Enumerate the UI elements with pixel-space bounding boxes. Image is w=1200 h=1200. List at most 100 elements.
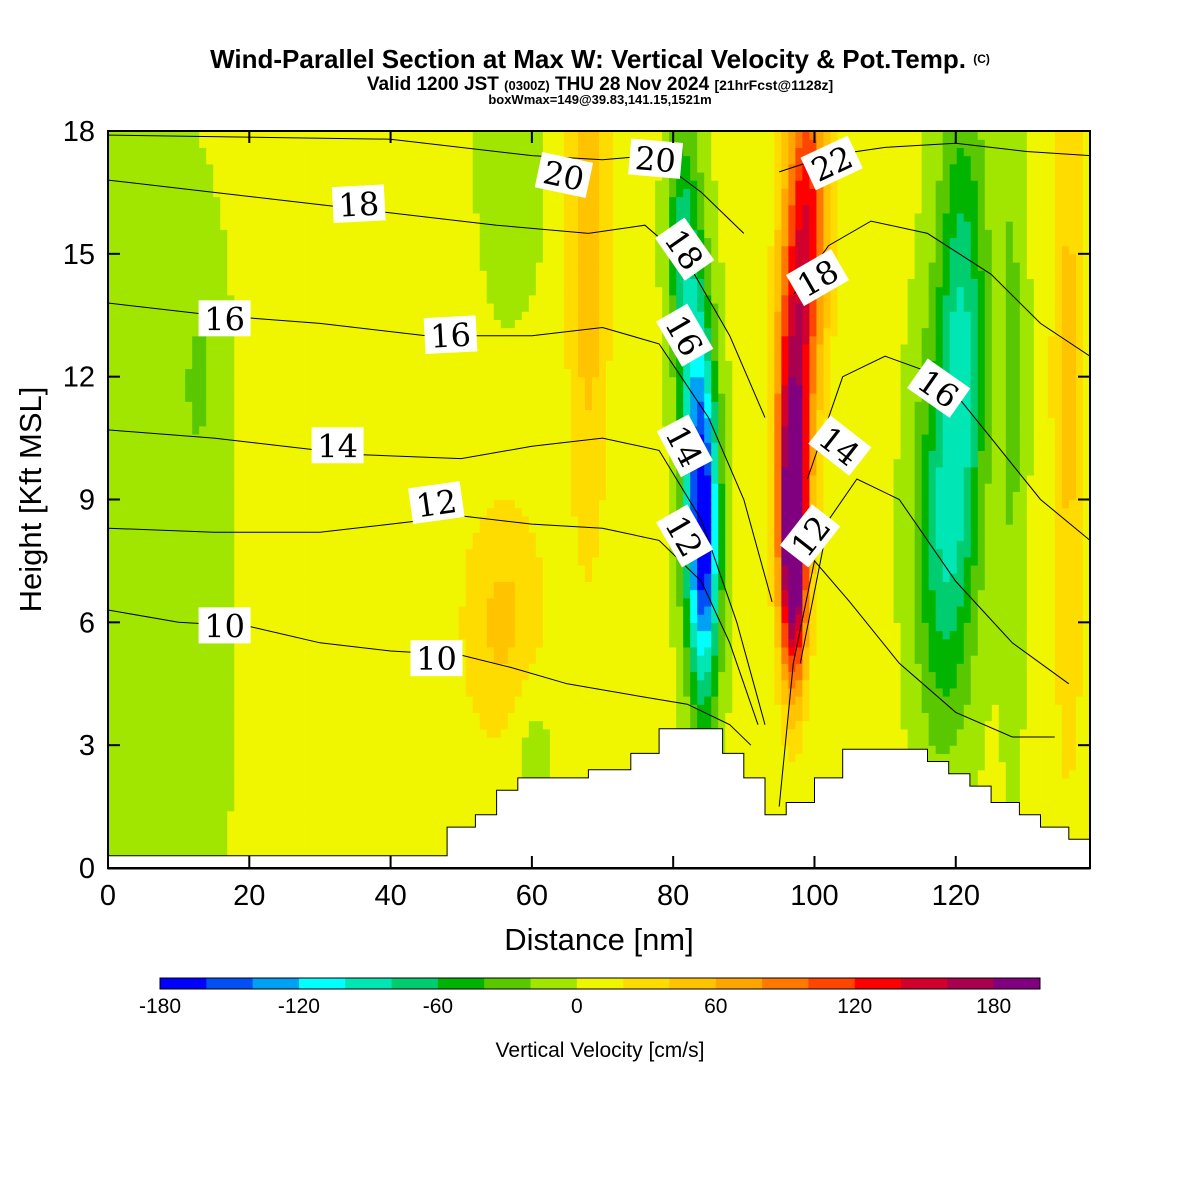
w-cell xyxy=(122,679,130,689)
w-cell xyxy=(381,262,390,271)
w-cell xyxy=(129,646,137,656)
w-cell xyxy=(129,532,137,542)
w-cell xyxy=(381,409,390,419)
w-cell xyxy=(136,360,144,370)
w-cell xyxy=(346,540,355,550)
w-cell xyxy=(157,712,165,722)
w-cell xyxy=(486,507,495,517)
w-cell xyxy=(199,515,207,525)
w-cell xyxy=(199,360,207,370)
w-cell xyxy=(290,253,298,263)
w-cell xyxy=(234,262,242,271)
w-cell xyxy=(409,376,418,386)
w-cell xyxy=(444,155,453,165)
w-cell xyxy=(255,352,263,361)
w-cell xyxy=(255,679,263,689)
w-cell xyxy=(472,147,481,157)
w-cell xyxy=(178,163,186,173)
w-cell xyxy=(178,704,186,714)
w-cell xyxy=(374,843,383,853)
w-cell xyxy=(381,507,390,517)
w-cell xyxy=(353,319,362,329)
w-cell xyxy=(157,638,165,648)
w-cell xyxy=(171,646,179,656)
w-cell xyxy=(409,818,418,828)
w-cell xyxy=(325,548,334,558)
w-cell xyxy=(332,147,341,157)
w-cell xyxy=(465,270,474,279)
w-cell xyxy=(290,524,298,533)
w-cell xyxy=(416,843,425,853)
w-cell xyxy=(206,704,214,714)
w-cell xyxy=(262,155,270,165)
w-cell xyxy=(171,294,179,304)
w-cell xyxy=(346,745,355,754)
w-cell xyxy=(437,769,446,779)
w-cell xyxy=(220,671,228,681)
w-cell xyxy=(150,835,158,845)
w-cell xyxy=(409,712,418,722)
w-cell xyxy=(143,524,151,533)
w-cell xyxy=(108,581,116,591)
w-cell xyxy=(171,319,179,329)
w-cell xyxy=(409,245,418,255)
w-cell xyxy=(381,368,390,378)
w-cell xyxy=(269,786,277,795)
w-cell xyxy=(325,777,334,787)
w-cell xyxy=(325,728,334,738)
w-cell xyxy=(129,458,137,468)
w-cell xyxy=(339,384,348,394)
w-cell xyxy=(402,180,411,189)
w-cell xyxy=(430,131,439,140)
w-cell xyxy=(437,368,446,378)
w-cell xyxy=(185,581,193,591)
w-cell xyxy=(227,777,235,787)
w-cell xyxy=(311,302,320,312)
w-cell xyxy=(346,319,355,329)
w-cell xyxy=(430,687,439,697)
w-cell xyxy=(136,507,144,517)
w-cell xyxy=(129,835,137,845)
w-cell xyxy=(178,262,186,271)
w-cell xyxy=(157,565,165,574)
w-cell xyxy=(269,818,277,828)
w-cell xyxy=(381,687,390,697)
w-cell xyxy=(325,229,334,239)
w-cell xyxy=(150,384,158,394)
w-cell xyxy=(248,736,256,746)
w-cell xyxy=(332,221,341,230)
w-cell xyxy=(108,221,116,230)
w-cell xyxy=(451,237,460,247)
w-cell xyxy=(115,286,123,296)
w-cell xyxy=(332,278,341,288)
w-cell xyxy=(465,614,474,623)
w-cell xyxy=(339,401,348,411)
w-cell xyxy=(346,843,355,853)
w-cell xyxy=(451,687,460,697)
w-cell xyxy=(353,638,362,648)
w-cell xyxy=(297,147,305,157)
w-cell xyxy=(290,327,298,337)
w-cell xyxy=(304,433,313,443)
w-cell xyxy=(248,499,256,509)
w-cell xyxy=(472,548,481,558)
w-cell xyxy=(248,163,256,173)
w-cell xyxy=(346,139,355,148)
w-cell xyxy=(311,761,320,771)
w-cell xyxy=(241,515,249,525)
w-cell xyxy=(430,573,439,582)
w-cell xyxy=(241,450,249,460)
w-cell xyxy=(409,565,418,574)
w-cell xyxy=(185,147,193,157)
w-cell xyxy=(115,221,123,230)
w-cell xyxy=(339,171,348,181)
w-cell xyxy=(213,540,221,550)
w-cell xyxy=(486,802,495,812)
w-cell xyxy=(234,515,242,525)
w-cell xyxy=(374,171,383,181)
w-cell xyxy=(381,302,390,312)
w-cell xyxy=(262,663,270,673)
w-cell xyxy=(367,237,376,247)
w-cell xyxy=(444,376,453,386)
w-cell xyxy=(374,474,383,484)
